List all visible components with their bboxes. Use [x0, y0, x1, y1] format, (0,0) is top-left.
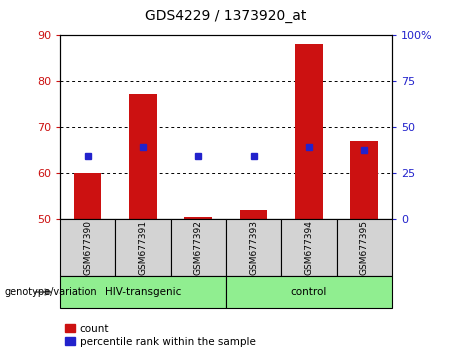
Bar	[337, 219, 392, 276]
Bar	[350, 141, 378, 219]
Text: GSM677393: GSM677393	[249, 220, 258, 275]
Bar	[295, 44, 323, 219]
Bar	[281, 219, 337, 276]
Bar	[115, 219, 171, 276]
Text: GSM677392: GSM677392	[194, 220, 203, 275]
Text: GSM677395: GSM677395	[360, 220, 369, 275]
Text: HIV-transgenic: HIV-transgenic	[105, 287, 181, 297]
Bar	[226, 219, 281, 276]
Bar	[60, 219, 115, 276]
Text: GSM677394: GSM677394	[304, 220, 313, 275]
Text: GSM677391: GSM677391	[138, 220, 148, 275]
Bar	[184, 217, 212, 219]
Text: GDS4229 / 1373920_at: GDS4229 / 1373920_at	[145, 9, 307, 23]
Legend: count, percentile rank within the sample: count, percentile rank within the sample	[65, 324, 255, 347]
Bar	[129, 94, 157, 219]
Text: control: control	[291, 287, 327, 297]
Text: genotype/variation: genotype/variation	[5, 287, 97, 297]
Text: GSM677390: GSM677390	[83, 220, 92, 275]
Bar	[74, 172, 101, 219]
Bar	[240, 210, 267, 219]
Bar	[171, 219, 226, 276]
Bar	[226, 276, 392, 308]
Bar	[60, 276, 226, 308]
